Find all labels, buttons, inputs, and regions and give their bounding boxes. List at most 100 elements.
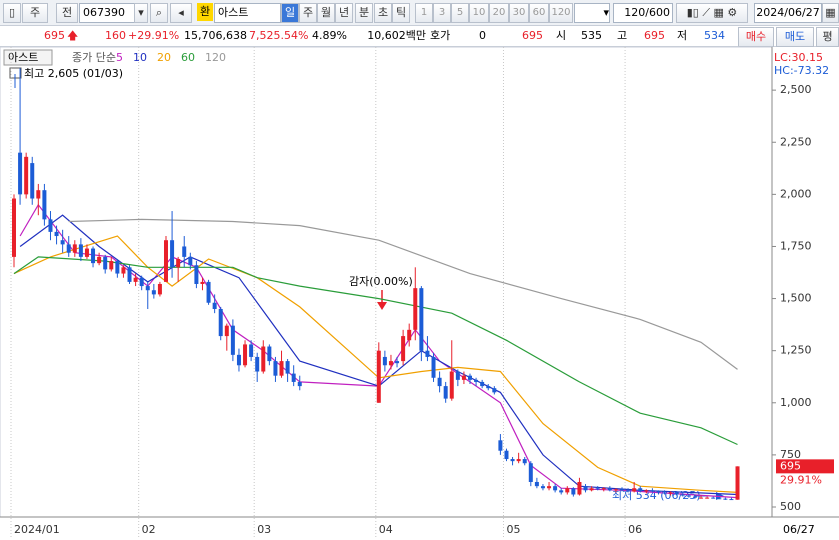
ask-label: 호가 bbox=[430, 29, 451, 42]
candle-body bbox=[42, 190, 47, 220]
period-button[interactable]: 주 bbox=[299, 3, 317, 23]
volume: 15,706,638 bbox=[184, 29, 247, 42]
period-button[interactable]: 일 bbox=[281, 3, 299, 23]
candle-body bbox=[127, 267, 132, 282]
candle-body bbox=[401, 336, 406, 362]
legend-name: 아스트 bbox=[8, 51, 38, 64]
change: 160 bbox=[105, 29, 126, 42]
low: 534 bbox=[704, 29, 725, 42]
date-input[interactable]: 2024/06/27 bbox=[754, 3, 822, 23]
candle-body bbox=[662, 492, 667, 494]
candle-body bbox=[729, 499, 734, 501]
candle-body bbox=[419, 288, 424, 351]
candle-body bbox=[115, 261, 120, 274]
interval-button[interactable]: 3 bbox=[433, 3, 451, 23]
period-button[interactable]: 초 bbox=[374, 3, 392, 23]
candle-body bbox=[212, 302, 217, 309]
candle-body bbox=[553, 486, 558, 491]
name-input[interactable]: 아스트 bbox=[214, 3, 281, 23]
candle-body bbox=[686, 495, 691, 497]
exchange-badge: 환 bbox=[197, 3, 213, 21]
y-tick-label: 1,750 bbox=[780, 239, 812, 252]
candle-body bbox=[638, 488, 643, 492]
candle-body bbox=[297, 381, 302, 387]
candle-body bbox=[48, 219, 53, 232]
candle-body bbox=[540, 486, 545, 489]
sound-button[interactable]: ◂ bbox=[170, 3, 192, 23]
candle-body bbox=[133, 277, 138, 282]
interval-button[interactable]: 5 bbox=[451, 3, 469, 23]
candle-body bbox=[437, 377, 442, 387]
period-button[interactable]: 월 bbox=[317, 3, 335, 23]
candle-body bbox=[236, 354, 241, 366]
interval-button[interactable]: 10 bbox=[469, 3, 489, 23]
candle-body bbox=[413, 288, 418, 330]
high-label: 고 bbox=[617, 29, 628, 42]
legend-entry: 20 bbox=[157, 51, 171, 64]
candle-body bbox=[91, 248, 96, 264]
candle-body bbox=[164, 240, 168, 282]
candle-body bbox=[589, 488, 594, 491]
candle-body bbox=[200, 281, 205, 284]
tool-icons[interactable]: ▮▯ ⟋ ▦ ⚙ bbox=[676, 3, 748, 23]
sell-button[interactable]: 매도 bbox=[776, 27, 814, 47]
candle-body bbox=[249, 344, 254, 357]
interval-button[interactable]: 30 bbox=[509, 3, 529, 23]
buy-button[interactable]: 매수 bbox=[738, 27, 774, 47]
period-button[interactable]: 분 bbox=[355, 3, 373, 23]
candle-body bbox=[382, 356, 387, 366]
candle-body bbox=[84, 248, 89, 257]
candle-body bbox=[711, 497, 716, 499]
candle-body bbox=[18, 152, 23, 195]
interval-button[interactable]: 20 bbox=[489, 3, 509, 23]
period-button[interactable]: 년 bbox=[335, 3, 353, 23]
volume-rate: 7,525.54% bbox=[249, 29, 309, 42]
code-input[interactable]: 067390 bbox=[79, 3, 138, 23]
y-tick-label: 1,250 bbox=[780, 344, 812, 357]
ask-qty: 0 bbox=[479, 29, 486, 42]
search-button[interactable]: ⌕ bbox=[150, 3, 168, 23]
candle-body bbox=[30, 163, 35, 199]
candle-body bbox=[449, 371, 454, 399]
candle-body bbox=[255, 356, 260, 372]
candle-body bbox=[735, 466, 740, 500]
prev-button[interactable]: 전 bbox=[56, 3, 78, 23]
interval-dropdown[interactable]: ▾ bbox=[574, 3, 610, 23]
interval-button[interactable]: 120 bbox=[549, 3, 573, 23]
y-tick-label: 2,250 bbox=[780, 135, 812, 148]
candle-body bbox=[668, 492, 673, 494]
candle-body bbox=[480, 381, 485, 387]
candle-body bbox=[243, 344, 248, 366]
candle-body bbox=[170, 240, 175, 268]
market-select[interactable]: 주 bbox=[22, 3, 48, 23]
candle-body bbox=[468, 375, 472, 380]
legend-entry: 120 bbox=[205, 51, 226, 64]
code-dropdown[interactable]: ▾ bbox=[134, 3, 148, 23]
ask-price: 695 bbox=[522, 29, 543, 42]
interval-button[interactable]: 1 bbox=[415, 3, 433, 23]
candle-body bbox=[595, 488, 600, 490]
x-tick-label: 02 bbox=[142, 523, 156, 536]
candle-body bbox=[565, 488, 570, 493]
candle-body bbox=[656, 491, 661, 493]
open-label: 시 bbox=[556, 29, 567, 42]
candle-body bbox=[583, 486, 588, 491]
candle-body bbox=[620, 489, 624, 491]
candle-body bbox=[36, 190, 41, 199]
candle-body bbox=[109, 261, 114, 270]
ma-label: 종가 단순 bbox=[72, 51, 116, 64]
ma-line bbox=[68, 218, 738, 370]
candle-body bbox=[78, 244, 83, 257]
interval-button[interactable]: 60 bbox=[529, 3, 549, 23]
menu-icon[interactable]: ▯ bbox=[3, 3, 21, 23]
amount: 10,602백만 bbox=[367, 29, 426, 42]
candle-body bbox=[224, 325, 229, 337]
count-input[interactable]: 120/600 bbox=[613, 3, 673, 23]
candle-body bbox=[388, 361, 393, 366]
candle-body bbox=[188, 256, 193, 266]
up-arrow: 🡅 bbox=[67, 29, 79, 42]
candle-body bbox=[613, 489, 618, 491]
period-button[interactable]: 틱 bbox=[392, 3, 410, 23]
turnover: 4.89% bbox=[312, 29, 347, 42]
